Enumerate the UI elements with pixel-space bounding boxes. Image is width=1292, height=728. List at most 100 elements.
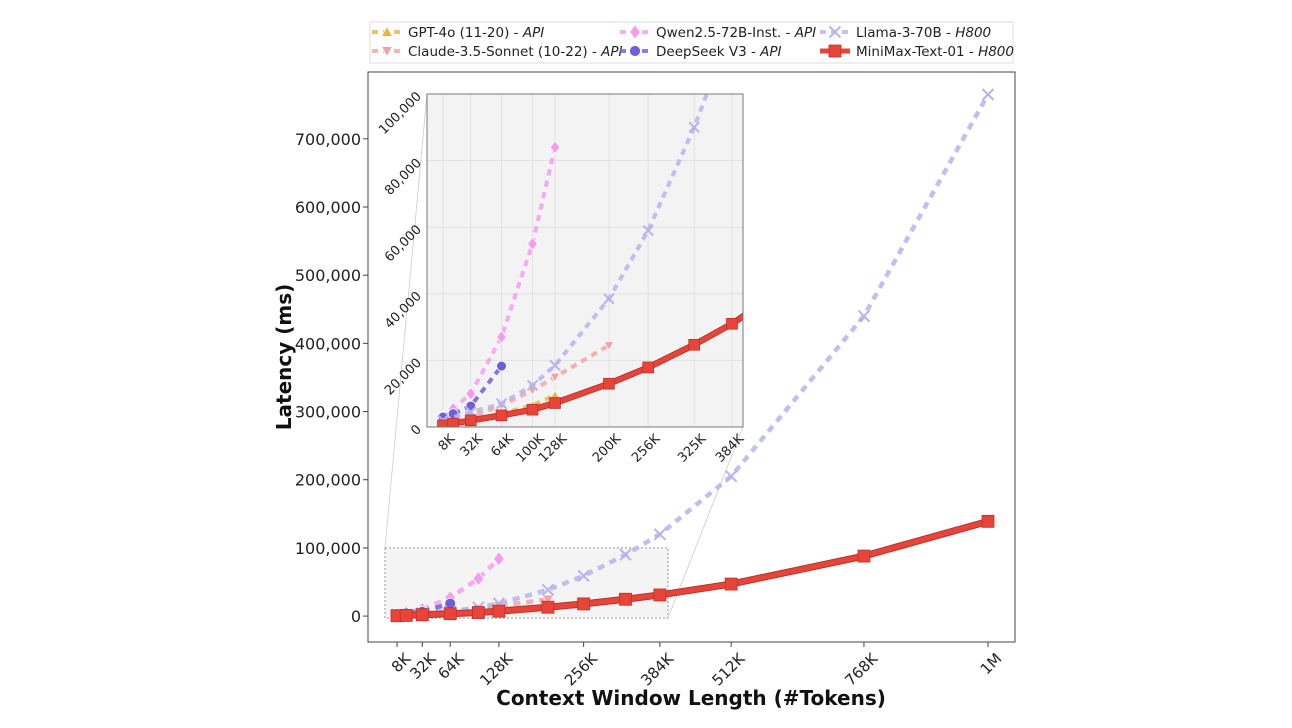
x-tick-label: 128K [476,649,517,690]
inset-axes-frame [426,93,744,428]
inset-line-llama-3-70b [442,94,709,423]
main-point-qwen2-5-72b-inst [492,551,505,567]
legend-marker-circle-icon [629,45,641,57]
main-point-qwen2-5-72b-inst [472,570,485,587]
main-point-llama-3-70b [577,569,590,583]
legend-item-llama-3-70b: Llama-3-70B - H800 [820,25,991,41]
legend-series-name: Claude-3.5-Sonnet (10-22) - [408,44,601,60]
main-point-minimax-text-01 [415,608,429,622]
legend-label: Qwen2.5-72B-Inst. - API [656,25,816,41]
legend-marker-triangle-up-icon [380,25,394,37]
main-point-minimax-text-01 [724,577,738,591]
x-tick-label: 64K [434,649,468,683]
inset-point-minimax-text-01 [447,417,459,427]
main-point-minimax-text-01 [443,607,457,621]
y-tick-label: 700,000 [295,130,361,149]
inset-point-minimax-text-01 [495,409,508,422]
y-tick-label: 600,000 [295,198,361,217]
y-tick-label: 300,000 [295,403,361,422]
inset-point-claude-3-5-sonnet-10-22 [549,372,561,383]
legend-series-suffix: API [794,25,816,41]
legend-series-name: GPT-4o (11-20) - [408,25,523,41]
legend-series-suffix: API [600,44,622,60]
main-point-llama-3-70b [724,470,738,483]
y-tick-label: 400,000 [295,334,361,353]
inset-point-minimax-text-01 [642,361,654,374]
x-tick-label: 256K [561,649,602,690]
inset-point-qwen2-5-72b-inst [527,236,538,251]
legend-label: GPT-4o (11-20) - API [408,25,544,41]
y-axis-label: Latency (ms) [272,284,296,430]
main-point-llama-3-70b [653,528,667,541]
legend-series-name: Llama-3-70B - [856,25,955,41]
inset-connector-line [667,426,744,619]
inset-point-minimax-text-01 [603,377,615,390]
inset-point-llama-3-70b [526,379,539,392]
y-tick-label: 200,000 [295,471,361,490]
legend-series-name: DeepSeek V3 - [656,44,760,60]
inset-line-qwen2-5-72b-inst [441,146,557,419]
inset-point-claude-3-5-sonnet-10-22 [603,341,615,352]
inset-point-llama-3-70b [495,398,508,410]
legend-label: Claude-3.5-Sonnet (10-22) - API [408,44,623,60]
legend-item-qwen2-5-72b-inst: Qwen2.5-72B-Inst. - API [620,24,816,41]
legend-series-suffix: H800 [955,25,991,41]
legend-series-suffix: H800 [978,44,1014,60]
main-point-llama-3-70b [857,309,871,323]
inset-point-minimax-text-01 [726,317,738,330]
y-tick-label: 100,000 [295,539,361,558]
x-tick-label: 512K [709,649,750,690]
legend-series-suffix: API [522,25,544,41]
y-tick-label: 500,000 [295,266,361,285]
inset-point-minimax-text-01 [688,338,700,351]
main-point-minimax-text-01 [619,592,632,606]
main-point-llama-3-70b [619,548,632,561]
legend-box [369,21,1014,64]
legend-item-deepseek-v3: DeepSeek V3 - API [620,44,782,60]
main-point-minimax-text-01 [577,597,591,611]
main-point-minimax-text-01 [492,604,506,618]
inset-connector-line [384,93,428,548]
inset-point-llama-3-70b [549,359,561,372]
main-point-minimax-text-01 [981,514,995,528]
main-point-minimax-text-01 [653,588,667,602]
main-point-llama-3-70b [541,583,555,597]
x-tick-label: 1M [977,650,1006,679]
inset-point-qwen2-5-72b-inst [496,329,507,345]
inset-series-group [437,94,743,427]
legend-marker-square-icon [828,44,842,58]
legend-marker-triangle-down-icon [380,46,394,58]
inset-point-llama-3-70b [603,293,615,305]
main-point-minimax-text-01 [472,606,485,619]
legend-item-gpt-4o-11-20: GPT-4o (11-20) - API [372,25,544,41]
main-series-group [390,88,995,623]
legend-series-name: Qwen2.5-72B-Inst. - [656,25,795,41]
legend-label: Llama-3-70B - H800 [856,25,991,41]
main-point-minimax-text-01 [541,600,555,614]
legend-marker-x-icon [828,25,842,39]
inset-point-minimax-text-01 [526,403,539,416]
y-tick-label: 0 [351,607,361,626]
main-line-llama-3-70b [396,93,990,617]
inset-point-minimax-text-01 [549,397,561,409]
inset-point-llama-3-70b [688,121,700,133]
legend-series-name: MiniMax-Text-01 - [856,44,978,60]
inset-axes-border [426,93,744,428]
legend-label: DeepSeek V3 - API [656,44,782,60]
legend-label: MiniMax-Text-01 - H800 [856,44,1014,60]
inset-point-minimax-text-01 [464,414,477,427]
main-point-minimax-text-01 [857,549,871,563]
main-point-claude-3-5-sonnet-10-22 [541,594,555,606]
x-axis-label: Context Window Length (#Tokens) [496,686,886,710]
x-tick-label: 32K [406,649,440,683]
inset-point-llama-3-70b [642,224,654,237]
main-point-minimax-text-01 [399,609,413,622]
inset-point-qwen2-5-72b-inst [549,140,561,155]
legend-item-minimax-text-01: MiniMax-Text-01 - H800 [820,44,1014,60]
x-tick-label: 384K [637,649,678,690]
inset-point-deepseek-v3 [496,360,507,372]
inset-point-qwen2-5-72b-inst [465,386,477,401]
legend-series-suffix: API [759,44,781,60]
legend-item-claude-3-5-sonnet-10-22: Claude-3.5-Sonnet (10-22) - API [372,44,623,60]
